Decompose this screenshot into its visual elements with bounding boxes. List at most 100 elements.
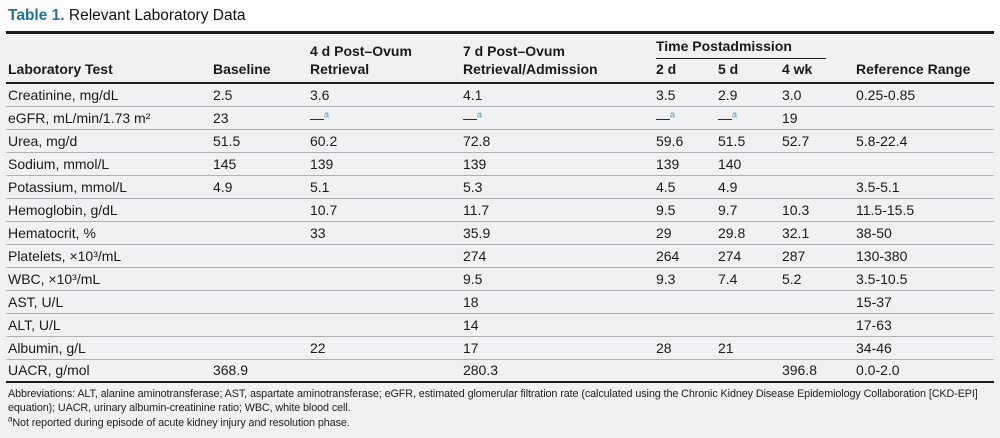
table-row: AST, U/L 18 15-37 <box>5 289 994 313</box>
lab-value-cell: 287 <box>779 243 854 267</box>
lab-value-cell <box>307 266 461 290</box>
lab-test-name: WBC, ×10³/mL <box>5 266 211 290</box>
lab-value-cell <box>307 289 461 313</box>
lab-value-cell: —a <box>460 105 654 129</box>
lab-value-cell: 9.7 <box>715 197 780 221</box>
dash-footnote-marker: a <box>476 108 482 119</box>
lab-value-cell: 139 <box>653 151 716 175</box>
lab-value-cell <box>779 312 854 336</box>
lab-value-cell <box>854 105 994 129</box>
table-row: Urea, mg/d 51.5 60.2 72.8 59.6 51.5 52.7 5.8-22… <box>5 128 994 152</box>
lab-value-cell <box>715 289 780 313</box>
lab-value-cell: 9.5 <box>460 266 654 290</box>
lab-value-cell <box>854 151 994 175</box>
lab-value-cell <box>779 174 854 198</box>
lab-value-cell: 5.8-22.4 <box>854 128 994 152</box>
lab-value-cell: 17-63 <box>854 312 994 336</box>
lab-test-name: ALT, U/L <box>5 312 211 336</box>
lab-value-cell: 274 <box>460 243 654 267</box>
dash-footnote: aNot reported during episode of acute ki… <box>8 413 992 430</box>
footnote-text: Not reported during episode of acute kid… <box>12 416 350 429</box>
lab-value-cell: 60.2 <box>307 128 461 152</box>
lab-value-cell: 18 <box>460 289 654 313</box>
lab-value-cell <box>307 243 461 267</box>
dash-footnote-marker: a <box>669 108 675 119</box>
dash-footnote-marker: a <box>731 108 737 119</box>
lab-value-cell: 11.5-15.5 <box>854 197 994 221</box>
lab-table-body: Creatinine, mg/dL 2.5 3.6 4.1 3.5 2.9 3.0 0.25-… <box>5 83 994 383</box>
lab-data-table: Laboratory Test Baseline 4 d Post–Ovum R… <box>5 31 994 383</box>
lab-value-cell: 280.3 <box>460 358 654 383</box>
lab-value-cell <box>653 289 716 313</box>
lab-value-cell <box>210 243 308 267</box>
col-header-4wk: 4 wk <box>779 58 854 84</box>
lab-value-cell: —a <box>715 105 780 129</box>
lab-value-cell <box>210 312 308 336</box>
lab-test-name: Hemoglobin, g/dL <box>5 197 211 221</box>
lab-value-cell <box>210 197 308 221</box>
not-reported-dash: — <box>462 109 477 126</box>
lab-test-name: Creatinine, mg/dL <box>7 86 119 103</box>
lab-value-cell: 29 <box>653 220 716 244</box>
lab-value-cell: 7.4 <box>715 266 780 290</box>
lab-value-cell: 59.6 <box>653 128 716 152</box>
lab-value-cell: 264 <box>653 243 716 267</box>
lab-value-cell: 51.5 <box>715 128 780 152</box>
lab-value-cell: 5.2 <box>779 266 854 290</box>
lab-value-cell: 4.1 <box>462 86 483 103</box>
lab-value-cell: 28 <box>653 335 716 359</box>
lab-value-cell: 9.3 <box>653 266 716 290</box>
lab-test-name: Albumin, g/L <box>5 335 211 359</box>
col-header-baseline: Baseline <box>210 32 308 84</box>
col-header-reference-range: Reference Range <box>854 32 994 84</box>
lab-value-cell: —a <box>307 105 461 129</box>
footnote-marker: a <box>8 413 13 423</box>
table-row: UACR, g/mol 368.9 280.3 396.8 0.0-2.0 <box>5 358 994 383</box>
lab-test-name: eGFR, mL/min/1.73 m² <box>5 105 211 129</box>
lab-value-cell: 10.7 <box>307 197 461 221</box>
table-row: ALT, U/L 14 17-63 <box>5 312 994 336</box>
lab-value-cell: 4.9 <box>210 174 308 198</box>
lab-value-cell: 130-380 <box>854 243 994 267</box>
lab-value-cell: 3.5-5.1 <box>854 174 994 198</box>
table-sheet: Laboratory Test Baseline 4 d Post–Ovum R… <box>0 31 1000 438</box>
col-header-7d-post-ovum: 7 d Post–Ovum Retrieval/Admission <box>460 32 654 84</box>
lab-value-cell: 145 <box>210 151 308 175</box>
table-row: Potassium, mmol/L 4.9 5.1 5.3 4.5 4.9 3.5-5.1 <box>5 174 994 198</box>
dash-footnote-marker: a <box>323 108 329 119</box>
lab-value-cell: 23 <box>210 105 308 129</box>
col-header-2d: 2 d <box>653 58 716 84</box>
lab-value-cell: 139 <box>307 151 461 175</box>
lab-value-cell: 5.3 <box>460 174 654 198</box>
lab-value-cell <box>210 335 308 359</box>
lab-value-cell: 3.5 <box>655 86 676 103</box>
lab-value-cell: 14 <box>460 312 654 336</box>
table-caption-text: Relevant Laboratory Data <box>68 7 246 24</box>
table-row: Creatinine, mg/dL 2.5 3.6 4.1 3.5 2.9 3.0 0.25-… <box>6 83 994 106</box>
table-title: Table 1. Relevant Laboratory Data <box>0 0 1000 31</box>
lab-value-cell <box>715 312 780 336</box>
not-reported-dash: — <box>717 109 732 126</box>
lab-test-name: Sodium, mmol/L <box>5 151 211 175</box>
lab-value-cell <box>715 358 780 383</box>
col-header-4d-post-ovum: 4 d Post–Ovum Retrieval <box>307 32 461 84</box>
lab-test-name: Urea, mg/d <box>5 128 211 152</box>
lab-value-cell: 51.5 <box>210 128 308 152</box>
lab-value-cell: 5.1 <box>307 174 461 198</box>
lab-value-cell: 29.8 <box>715 220 780 244</box>
lab-value-cell: —a <box>653 105 716 129</box>
table-row: eGFR, mL/min/1.73 m² 23 —a —a —a —a 19 <box>5 105 994 129</box>
not-reported-dash: — <box>309 109 324 126</box>
lab-value-cell <box>210 266 308 290</box>
lab-value-cell <box>779 151 854 175</box>
lab-value-cell: 21 <box>715 335 780 359</box>
lab-value-cell: 32.1 <box>779 220 854 244</box>
lab-value-cell: 0.25-0.85 <box>856 86 916 103</box>
lab-value-cell: 2.9 <box>717 86 738 103</box>
table-row: Sodium, mmol/L 145 139 139 139 140 <box>5 151 994 175</box>
lab-value-cell: 3.5-10.5 <box>854 266 994 290</box>
lab-value-cell <box>210 289 308 313</box>
lab-value-cell: 34-46 <box>854 335 994 359</box>
lab-test-name: Hematocrit, % <box>5 220 211 244</box>
